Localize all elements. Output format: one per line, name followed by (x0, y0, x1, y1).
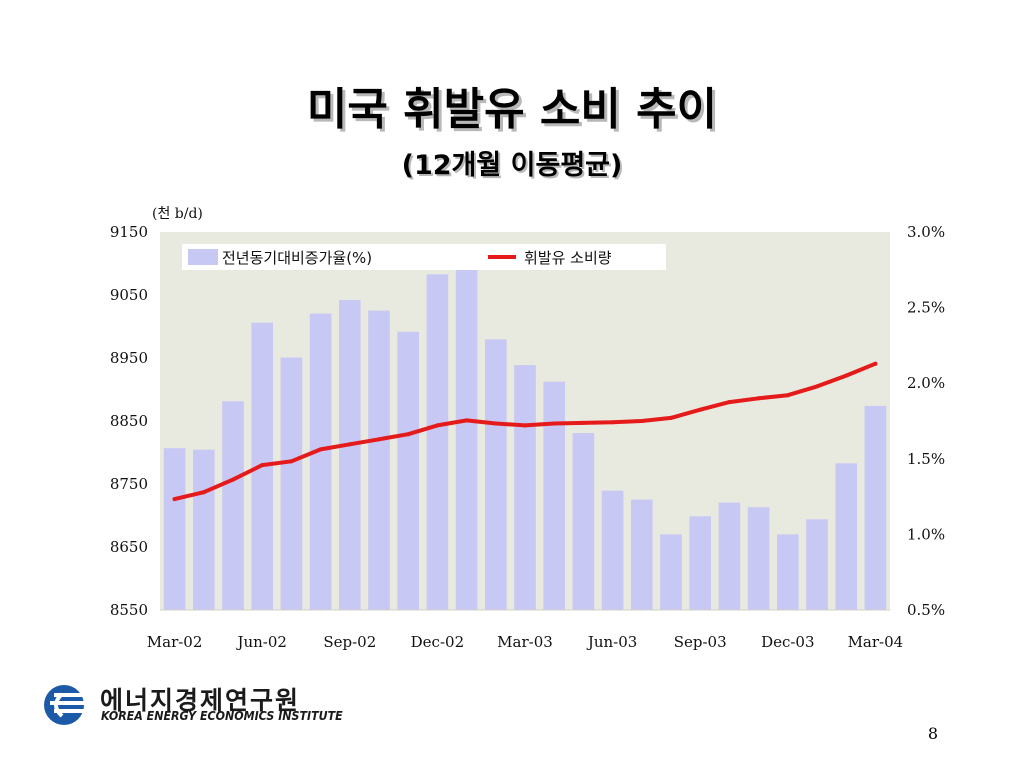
institute-name-kr: 에너지경제연구원 (100, 686, 301, 715)
line-point-Oct-03 (727, 400, 732, 405)
bar-Oct-03 (718, 502, 741, 610)
left-tick-label: 8650 (110, 538, 148, 556)
x-tick-label: Dec-03 (761, 633, 814, 651)
x-tick-label: Jun-03 (586, 633, 638, 651)
legend-line-label: 휘발유 소비량 (524, 249, 612, 267)
legend-bar-label: 전년동기대비증가율(%) (222, 249, 372, 267)
line-point-Apr-03 (552, 421, 557, 426)
line-point-May-02 (231, 477, 235, 482)
line-point-Sep-02 (347, 442, 352, 447)
bar-Mar-03 (514, 365, 536, 610)
left-axis-unit-label: (천 b/d) (152, 206, 203, 222)
left-tick-label: 8850 (110, 412, 148, 430)
left-tick-label: 8550 (110, 601, 148, 619)
page-number: 8 (927, 724, 938, 743)
bar-Aug-03 (660, 534, 682, 610)
line-point-Mar-03 (523, 423, 527, 428)
left-axis-ticks: 9150 9050 8950 8850 8750 8650 8550 (110, 223, 148, 619)
bar-Nov-03 (747, 507, 770, 610)
right-tick-label: 2.5% (907, 299, 945, 317)
bar-Feb-04 (835, 463, 857, 610)
line-point-Jul-03 (639, 419, 644, 423)
line-point-Apr-02 (201, 490, 206, 495)
bar-Feb-03 (485, 339, 507, 610)
line-point-Dec-02 (435, 423, 440, 428)
right-tick-label: 0.5% (907, 601, 945, 619)
right-axis-ticks: 3.0% 2.5% 2.0% 1.5% 1.0% 0.5% (907, 223, 945, 619)
bar-Nov-02 (397, 331, 419, 610)
x-tick-label: Mar-03 (497, 633, 553, 651)
line-layer (172, 361, 878, 502)
bar-Jan-04 (806, 519, 828, 610)
bar-Sep-02 (339, 300, 361, 610)
line-point-Aug-03 (669, 415, 673, 420)
bar-Aug-02 (309, 313, 332, 610)
line-point-Mar-02 (172, 497, 177, 502)
line-point-Sep-03 (698, 407, 703, 412)
bar-Jul-02 (280, 357, 303, 610)
bar-Mar-02 (163, 448, 186, 610)
bar-Jun-03 (601, 490, 624, 610)
bar-Jul-03 (631, 499, 653, 610)
x-axis-ticks: Mar-02 Jun-02 Sep-02 Dec-02 Mar-03 Jun-03 Sep-… (147, 633, 903, 651)
left-tick-label: 9150 (110, 223, 148, 241)
line-point-Jan-03 (464, 418, 469, 423)
line-point-Jun-02 (260, 463, 265, 468)
institute-logo-icon (44, 685, 90, 725)
line-point-Feb-03 (493, 421, 498, 426)
bar-Dec-02 (426, 274, 449, 610)
legend: 전년동기대비증가율(%) 휘발유 소비량 (182, 244, 666, 270)
x-tick-label: Dec-02 (411, 633, 464, 651)
line-point-Aug-02 (318, 447, 323, 452)
bar-May-03 (572, 433, 595, 610)
left-tick-label: 8750 (110, 475, 148, 493)
line-point-Nov-02 (406, 432, 411, 437)
x-tick-label: Jun-02 (235, 633, 287, 651)
bars-layer (163, 269, 887, 610)
bar-Apr-03 (543, 381, 565, 610)
logo: 에너지경제연구원 KOREA ENERGY ECONOMICS INSTITUT… (42, 683, 348, 727)
bar-Oct-02 (368, 310, 390, 610)
institute-name-en: KOREA ENERGY ECONOMICS INSTITUTE (101, 709, 343, 723)
line-point-Jan-04 (815, 384, 819, 389)
bar-May-02 (222, 401, 244, 610)
x-tick-label: Mar-02 (147, 633, 203, 651)
x-tick-label: Sep-02 (323, 633, 376, 651)
bar-Jan-03 (455, 269, 478, 610)
legend-bg (182, 244, 666, 270)
x-tick-label: Sep-03 (674, 633, 727, 651)
line-point-May-03 (581, 420, 586, 425)
line-point-Jun-03 (610, 420, 615, 425)
slide-subtitle: (12개월 이동평균) (401, 150, 623, 181)
left-tick-label: 8950 (110, 349, 148, 367)
legend-bar-swatch (188, 249, 218, 265)
right-tick-label: 1.5% (907, 450, 945, 468)
line-point-Mar-04 (873, 361, 878, 366)
bar-Apr-02 (193, 449, 215, 610)
line-point-Nov-03 (756, 396, 761, 401)
line-point-Oct-02 (377, 437, 381, 442)
bar-Dec-03 (777, 534, 799, 610)
bar-Mar-04 (864, 405, 887, 610)
gasoline-consumption-chart: 9150 9050 8950 8850 8750 8650 8550 3.0% 2.5% 2.0… (110, 206, 945, 651)
right-tick-label: 1.0% (907, 525, 945, 543)
slide-title: 미국 휘발유 소비 추이 (306, 84, 718, 135)
bar-Sep-03 (689, 516, 711, 610)
x-tick-label: Mar-04 (848, 633, 904, 651)
line-point-Dec-03 (785, 393, 790, 398)
right-tick-label: 3.0% (907, 223, 945, 241)
line-point-Jul-02 (289, 459, 294, 464)
line-point-Feb-04 (844, 373, 849, 378)
right-tick-label: 2.0% (907, 374, 945, 392)
left-tick-label: 9050 (110, 286, 148, 304)
